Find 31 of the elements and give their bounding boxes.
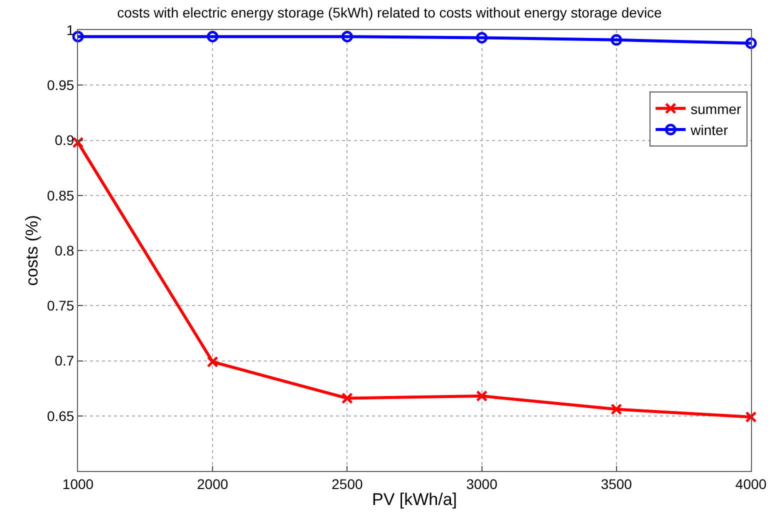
y-tick-label: 0.75 (46, 298, 74, 314)
y-tick-label: 0.7 (54, 352, 74, 369)
x-tick-label: 3000 (466, 476, 498, 492)
x-tick-label: 2500 (332, 476, 363, 492)
point (745, 411, 757, 423)
point (206, 30, 218, 42)
x-axis-title: PV [kWh/a] (372, 490, 458, 510)
point (476, 32, 488, 44)
point (610, 404, 622, 416)
point (476, 390, 488, 402)
x-tick-label: 3500 (600, 476, 632, 492)
point (341, 30, 353, 42)
point (745, 37, 757, 49)
y-tick-label: 0.9 (54, 132, 74, 148)
y-tick-label: 0.8 (54, 242, 74, 258)
y-axis-title: costs (%) (22, 215, 42, 286)
point (341, 392, 353, 404)
point (610, 34, 622, 46)
y-tick-label: 0.85 (46, 187, 74, 204)
x-tick-label: 1000 (62, 476, 94, 492)
x-tick-label: 2000 (197, 476, 228, 492)
x-tick-label: 4000 (735, 476, 767, 492)
y-tick-label: 0.95 (46, 77, 74, 94)
y-tick-label: 1 (66, 22, 74, 38)
legend-label: summer (690, 100, 742, 117)
point (206, 356, 218, 368)
point (72, 30, 84, 42)
legend-label: winter (690, 122, 728, 138)
chart-title: costs with electric energy storage (5kWh) related to costs without energy storage device (117, 4, 662, 21)
point (72, 136, 84, 148)
y-tick-label: 0.65 (46, 408, 74, 424)
